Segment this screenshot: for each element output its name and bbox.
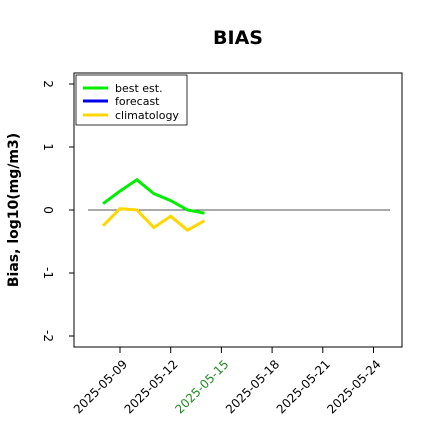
series-lines xyxy=(102,177,206,233)
y-tick-label: -1 xyxy=(41,267,55,279)
y-ticks: -2 -1 0 1 2 xyxy=(41,80,74,342)
legend-label-forecast: forecast xyxy=(115,95,160,108)
y-axis-label: Bias, log10(mg/m3) xyxy=(6,133,22,287)
legend-label-climatology: climatology xyxy=(115,109,179,122)
legend: best est. forecast climatology xyxy=(75,74,188,126)
x-tick-label: 2025-05-24 xyxy=(324,357,383,416)
y-tick-label: 1 xyxy=(41,143,55,151)
y-tick-label: -2 xyxy=(41,330,55,342)
y-tick-label: 0 xyxy=(41,206,55,214)
legend-label-best-est: best est. xyxy=(115,82,163,95)
series-line-best-est xyxy=(102,177,205,215)
series-line-climatology xyxy=(102,207,206,233)
chart-title: BIAS xyxy=(213,27,263,49)
x-ticks: 2025-05-092025-05-122025-05-152025-05-18… xyxy=(71,347,384,416)
y-tick-label: 2 xyxy=(41,80,55,88)
